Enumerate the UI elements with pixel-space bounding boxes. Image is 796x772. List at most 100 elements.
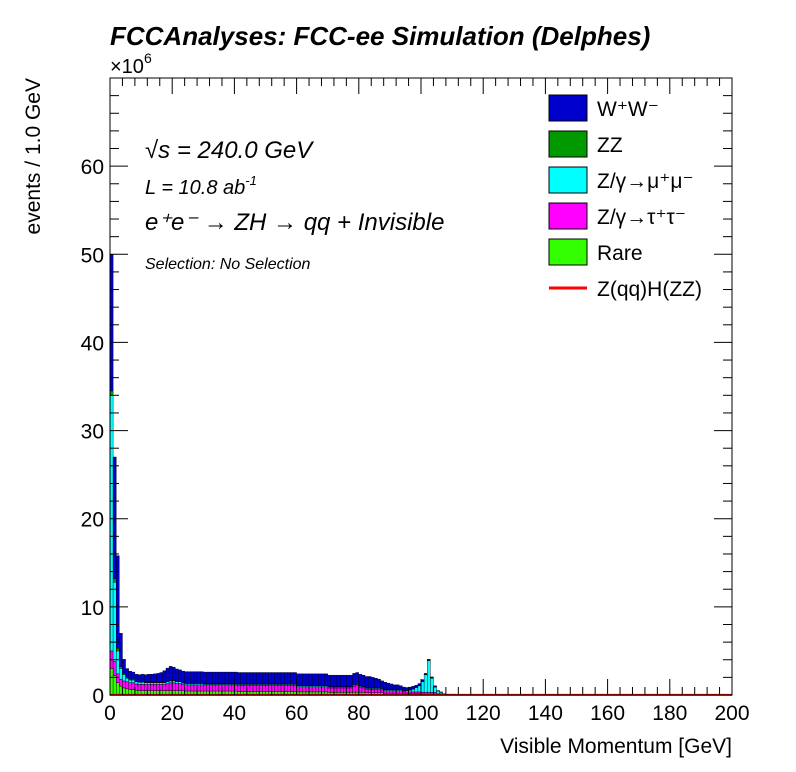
x-tick-label: 40 <box>223 702 246 725</box>
bar-2-97 <box>411 689 415 693</box>
y-tick-label: 50 <box>81 244 104 267</box>
bar-4-27 <box>193 671 198 684</box>
bar-2-2 <box>116 650 120 675</box>
x-tick-label: 160 <box>590 702 625 725</box>
bar-2-10 <box>140 682 145 685</box>
chart-title: FCCAnalyses: FCC-ee Simulation (Delphes) <box>110 21 650 51</box>
bar-1-85 <box>374 689 378 694</box>
bar-2-106 <box>439 692 443 694</box>
x-axis-label: Visible Momentum [GeV] <box>500 735 732 758</box>
bar-2-18 <box>165 681 170 684</box>
bar-1-26 <box>190 684 195 692</box>
bar-1-18 <box>165 683 170 691</box>
bar-4-42 <box>240 672 244 685</box>
bar-0-2 <box>116 682 120 696</box>
bar-4-14 <box>153 673 157 683</box>
bar-4-101 <box>423 673 428 675</box>
bar-1-13 <box>150 684 154 691</box>
bar-2-12 <box>147 682 151 685</box>
bar-4-32 <box>209 671 213 684</box>
bar-4-52 <box>271 672 276 685</box>
bar-1-73 <box>336 687 341 693</box>
bar-3-1 <box>112 578 117 583</box>
bar-4-84 <box>371 677 375 689</box>
bar-1-34 <box>215 684 220 692</box>
bar-2-8 <box>134 681 139 685</box>
bar-1-25 <box>187 684 192 692</box>
bar-4-23 <box>181 671 185 683</box>
bar-1-69 <box>324 686 328 693</box>
bar-2-14 <box>153 682 157 685</box>
bar-4-19 <box>168 666 173 681</box>
bar-4-78 <box>352 673 356 686</box>
bar-2-9 <box>137 682 142 685</box>
y-tick-label: 20 <box>81 509 104 532</box>
bar-4-53 <box>274 672 279 685</box>
legend-swatch <box>548 202 588 230</box>
bar-2-5 <box>125 678 129 682</box>
bar-1-10 <box>140 684 145 691</box>
axis-ticks <box>109 77 733 696</box>
bar-2-11 <box>144 682 148 685</box>
x-tick-label: 80 <box>347 702 370 725</box>
bar-2-101 <box>423 674 428 693</box>
bar-1-2 <box>116 673 120 683</box>
bar-4-64 <box>308 673 313 686</box>
bar-2-15 <box>156 682 160 685</box>
bar-2-3 <box>119 668 123 680</box>
bar-4-47 <box>255 672 260 685</box>
bar-4-56 <box>283 672 288 685</box>
bar-4-17 <box>162 670 167 683</box>
legend-label: ZZ <box>597 134 623 157</box>
axis-tick-labels: 0 20 40 60 80 100 120 140 160 180 200 0 10 20 30 40 50 60 <box>81 156 750 725</box>
bar-4-71 <box>330 674 335 687</box>
x-tick-label: 0 <box>104 702 116 725</box>
bar-2-21 <box>175 681 179 684</box>
annotation-lumi: L = 10.8 ab-1 <box>145 173 257 199</box>
bar-1-89 <box>386 690 391 694</box>
x-tick-label: 60 <box>285 702 308 725</box>
bar-2-7 <box>131 679 136 683</box>
bar-3-2 <box>116 648 120 652</box>
legend-swatch <box>548 166 588 194</box>
bar-4-26 <box>190 671 195 684</box>
bar-4-104 <box>433 685 437 687</box>
bar-1-66 <box>315 686 319 693</box>
bar-4-76 <box>346 674 350 687</box>
bar-4-21 <box>175 668 179 682</box>
bar-4-72 <box>333 674 338 687</box>
bar-4-4 <box>122 659 126 674</box>
bar-4-57 <box>287 672 291 685</box>
bar-4-33 <box>212 671 216 684</box>
bar-2-102 <box>427 660 431 693</box>
legend-swatch <box>548 94 588 122</box>
bar-1-6 <box>128 682 132 690</box>
bar-4-43 <box>243 672 248 685</box>
x-tick-label: 140 <box>528 702 563 725</box>
y-tick-label: 10 <box>81 597 104 620</box>
bar-2-105 <box>436 690 440 694</box>
bar-4-34 <box>215 671 220 684</box>
y-tick-label: 60 <box>81 156 104 179</box>
bar-4-74 <box>339 674 344 687</box>
bar-2-6 <box>128 679 132 683</box>
bar-3-3 <box>119 666 123 669</box>
bar-4-46 <box>252 672 257 685</box>
bar-4-1 <box>112 456 117 579</box>
bar-4-85 <box>374 678 378 689</box>
bar-4-24 <box>184 671 188 684</box>
bar-4-70 <box>327 674 332 687</box>
bar-1-42 <box>240 685 244 692</box>
bar-4-69 <box>324 673 328 686</box>
legend: W⁺W⁻ ZZ Z/γ→μ⁺μ⁻ Z/γ→τ⁺τ⁻ Rare Z(qq)H(ZZ) <box>548 94 702 301</box>
bar-4-37 <box>224 671 229 684</box>
bar-4-89 <box>386 682 391 690</box>
bar-1-54 <box>277 685 282 692</box>
bar-4-73 <box>336 674 341 687</box>
x-tick-label: 180 <box>652 702 687 725</box>
bar-4-86 <box>377 678 381 689</box>
x-tick-label: 100 <box>403 702 438 725</box>
bar-4-61 <box>299 673 304 686</box>
annotation-selection: Selection: No Selection <box>145 256 311 273</box>
bar-4-63 <box>305 673 310 686</box>
